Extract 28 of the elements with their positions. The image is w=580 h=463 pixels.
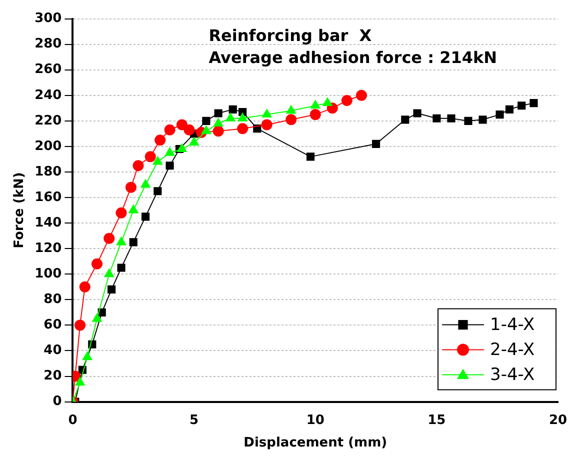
annotation: Average adhesion force : 214kN	[208, 48, 497, 67]
y-tick-label: 120	[34, 240, 62, 256]
legend-label: 3-4-X	[490, 365, 536, 386]
y-tick-label: 160	[34, 190, 62, 205]
y-tick-label: 20	[44, 368, 62, 384]
x-tick-label: 5	[190, 412, 199, 428]
x-tick-label: 0	[68, 412, 78, 428]
y-tick-label: 60	[44, 318, 62, 333]
x-tick-label: 20	[548, 412, 568, 428]
y-tick-label: 280	[34, 36, 62, 52]
y-tick-label: 180	[34, 164, 62, 180]
y-tick-label: 240	[34, 88, 62, 103]
y-tick-label: 140	[34, 215, 62, 230]
y-tick-label: 220	[34, 113, 62, 128]
y-tick-label: 260	[34, 62, 62, 78]
x-tick-label: 15	[428, 412, 446, 428]
y-tick-label: 40	[44, 343, 62, 358]
legend-label: 1-4-X	[490, 315, 536, 336]
annotation: Reinforcing bar X	[208, 26, 372, 45]
y-axis-title: Force (kN)	[12, 172, 28, 248]
legend-label: 2-4-X	[490, 340, 536, 360]
y-tick-label: 100	[34, 266, 62, 282]
x-tick-label: 10	[306, 412, 324, 428]
y-tick-label: 300	[34, 11, 62, 26]
y-tick-label: 80	[44, 292, 62, 308]
y-tick-label: 0	[52, 394, 62, 410]
x-axis-title: Displacement (mm)	[244, 436, 388, 451]
y-tick-label: 200	[34, 138, 62, 154]
